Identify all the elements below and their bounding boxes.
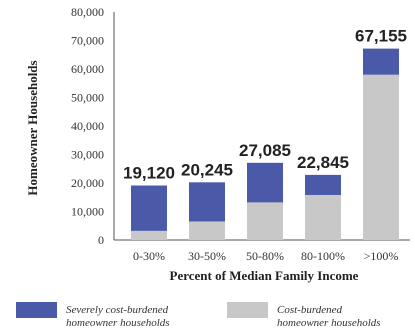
legend-swatch	[227, 302, 268, 318]
x-tick-label: >100%	[364, 249, 399, 263]
bar-segment-severely-cost-burdened	[305, 174, 341, 195]
bar-segment-cost-burdened	[363, 74, 399, 240]
y-tick-label: 40,000	[71, 119, 104, 133]
bar-segment-severely-cost-burdened	[189, 182, 225, 222]
x-tick-label: 30-50%	[188, 249, 226, 263]
bar-segment-cost-burdened	[247, 202, 283, 240]
bar-segment-severely-cost-burdened	[363, 48, 399, 75]
y-tick-label: 30,000	[71, 148, 104, 162]
y-tick-label: 0	[98, 233, 104, 247]
y-tick-label: 50,000	[71, 91, 104, 105]
legend-label: homeowner households	[66, 317, 170, 329]
x-tick-label: 80-100%	[301, 249, 345, 263]
bar-total-label: 20,245	[181, 160, 233, 179]
y-tick-label: 60,000	[71, 62, 104, 76]
bar-segment-severely-cost-burdened	[131, 185, 167, 231]
bar-total-label: 19,120	[123, 164, 175, 183]
legend-label: Severely cost-burdened	[66, 304, 169, 316]
y-axis-title: Homeowner Households	[25, 60, 40, 195]
legend-label: Cost-burdened	[277, 304, 342, 316]
bar-segment-cost-burdened	[189, 221, 225, 240]
y-tick-label: 10,000	[71, 205, 104, 219]
bar-total-label: 22,845	[297, 153, 349, 172]
x-tick-label: 50-80%	[246, 249, 284, 263]
bar-total-label: 27,085	[239, 141, 291, 160]
bar-segment-cost-burdened	[305, 194, 341, 240]
y-tick-label: 20,000	[71, 176, 104, 190]
x-tick-label: 0-30%	[133, 249, 165, 263]
bar-segment-severely-cost-burdened	[247, 162, 283, 203]
legend-swatch	[16, 302, 57, 318]
bar-segment-cost-burdened	[131, 230, 167, 240]
bar-total-label: 67,155	[355, 27, 407, 46]
y-tick-label: 80,000	[71, 5, 104, 19]
legend-label: homeowner households	[277, 317, 381, 329]
x-axis-title: Percent of Median Family Income	[170, 268, 359, 283]
y-tick-label: 70,000	[71, 34, 104, 48]
